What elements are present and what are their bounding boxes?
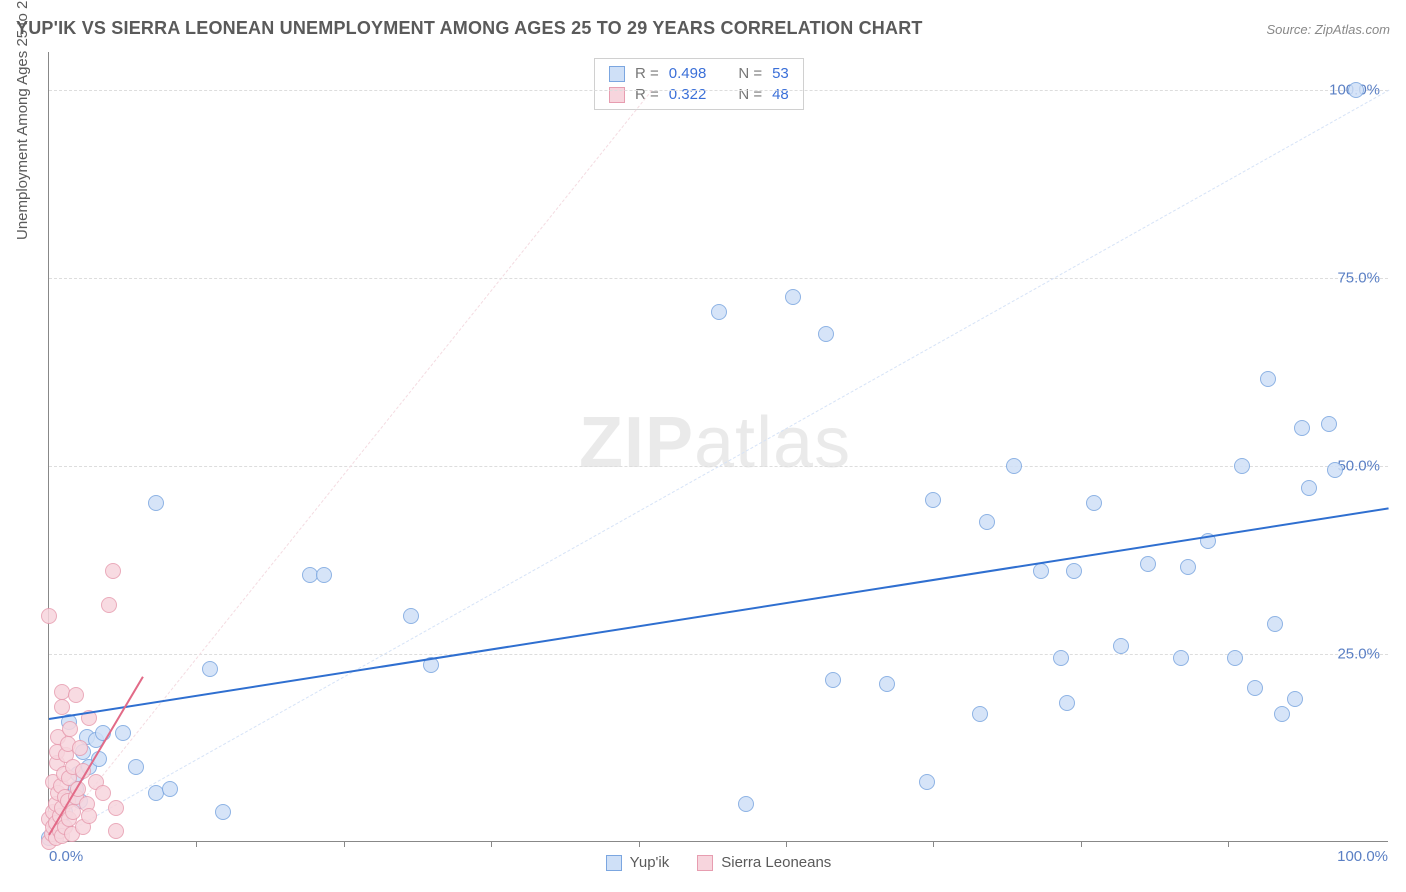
data-point <box>108 800 124 816</box>
data-point <box>1260 371 1276 387</box>
x-minor-tick <box>491 841 492 847</box>
legend-row: R =0.322N =48 <box>595 84 803 105</box>
legend-n-value: 48 <box>772 86 789 103</box>
legend-label: Yup'ik <box>630 854 670 871</box>
data-point <box>738 796 754 812</box>
y-tick-label: 25.0% <box>1337 645 1380 662</box>
data-point <box>818 326 834 342</box>
chart-title: YUP'IK VS SIERRA LEONEAN UNEMPLOYMENT AM… <box>16 18 923 39</box>
data-point <box>54 699 70 715</box>
data-point <box>62 721 78 737</box>
x-minor-tick <box>786 841 787 847</box>
data-point <box>1086 495 1102 511</box>
x-minor-tick <box>1228 841 1229 847</box>
y-axis-label: Unemployment Among Ages 25 to 29 years <box>14 0 31 240</box>
y-tick-label: 75.0% <box>1337 269 1380 286</box>
x-tick-label: 100.0% <box>1337 848 1388 865</box>
watermark-zip: ZIP <box>579 403 694 483</box>
legend-swatch <box>609 66 625 82</box>
data-point <box>1234 458 1250 474</box>
legend-item: Yup'ik <box>606 854 670 871</box>
series-legend: Yup'ik Sierra Leoneans <box>49 854 1388 871</box>
data-point <box>215 804 231 820</box>
data-point <box>711 304 727 320</box>
legend-r-value: 0.498 <box>669 65 707 82</box>
data-point <box>1227 650 1243 666</box>
data-point <box>879 676 895 692</box>
data-point <box>101 597 117 613</box>
data-point <box>825 672 841 688</box>
data-point <box>1006 458 1022 474</box>
data-point <box>68 687 84 703</box>
data-point <box>1173 650 1189 666</box>
gridline-horizontal <box>49 278 1388 279</box>
trend-line <box>49 507 1389 720</box>
legend-swatch <box>606 855 622 871</box>
data-point <box>1113 638 1129 654</box>
data-point <box>1327 462 1343 478</box>
scatter-plot: ZIPatlas R =0.498N =53R =0.322N =48 Yup'… <box>48 52 1388 842</box>
watermark-atlas: atlas <box>694 403 851 483</box>
data-point <box>41 608 57 624</box>
data-point <box>105 563 121 579</box>
data-point <box>95 785 111 801</box>
x-minor-tick <box>933 841 934 847</box>
data-point <box>1348 82 1364 98</box>
data-point <box>1301 480 1317 496</box>
legend-n-label: N = <box>738 86 762 103</box>
data-point <box>1033 563 1049 579</box>
data-point <box>1274 706 1290 722</box>
x-minor-tick <box>196 841 197 847</box>
data-point <box>919 774 935 790</box>
data-point <box>316 567 332 583</box>
data-point <box>1247 680 1263 696</box>
data-point <box>81 808 97 824</box>
data-point <box>108 823 124 839</box>
x-minor-tick <box>639 841 640 847</box>
data-point <box>925 492 941 508</box>
data-point <box>128 759 144 775</box>
legend-n-label: N = <box>738 65 762 82</box>
title-bar: YUP'IK VS SIERRA LEONEAN UNEMPLOYMENT AM… <box>16 18 1390 39</box>
legend-item: Sierra Leoneans <box>697 854 831 871</box>
data-point <box>403 608 419 624</box>
data-point <box>979 514 995 530</box>
data-point <box>148 495 164 511</box>
data-point <box>785 289 801 305</box>
legend-row: R = 0.498 N = 53 <box>595 63 803 84</box>
legend-n-value: 53 <box>772 65 789 82</box>
legend-swatch <box>697 855 713 871</box>
source-attribution: Source: ZipAtlas.com <box>1266 22 1390 37</box>
data-point <box>1053 650 1069 666</box>
legend-label: Sierra Leoneans <box>721 854 831 871</box>
legend-r-value: 0.322 <box>669 86 707 103</box>
data-point <box>972 706 988 722</box>
data-point <box>1059 695 1075 711</box>
legend-r-label: R = <box>635 65 659 82</box>
x-minor-tick <box>1081 841 1082 847</box>
gridline-horizontal <box>49 90 1388 91</box>
data-point <box>1287 691 1303 707</box>
data-point <box>1294 420 1310 436</box>
data-point <box>115 725 131 741</box>
data-point <box>1140 556 1156 572</box>
data-point <box>1066 563 1082 579</box>
data-point <box>202 661 218 677</box>
y-tick-label: 50.0% <box>1337 457 1380 474</box>
data-point <box>1321 416 1337 432</box>
data-point <box>72 740 88 756</box>
x-minor-tick <box>344 841 345 847</box>
x-tick-label: 0.0% <box>49 848 83 865</box>
correlation-legend: R = 0.498 N = 53R = 0.322 N = 48 <box>594 58 804 110</box>
data-point <box>1180 559 1196 575</box>
data-point <box>1267 616 1283 632</box>
data-point <box>162 781 178 797</box>
